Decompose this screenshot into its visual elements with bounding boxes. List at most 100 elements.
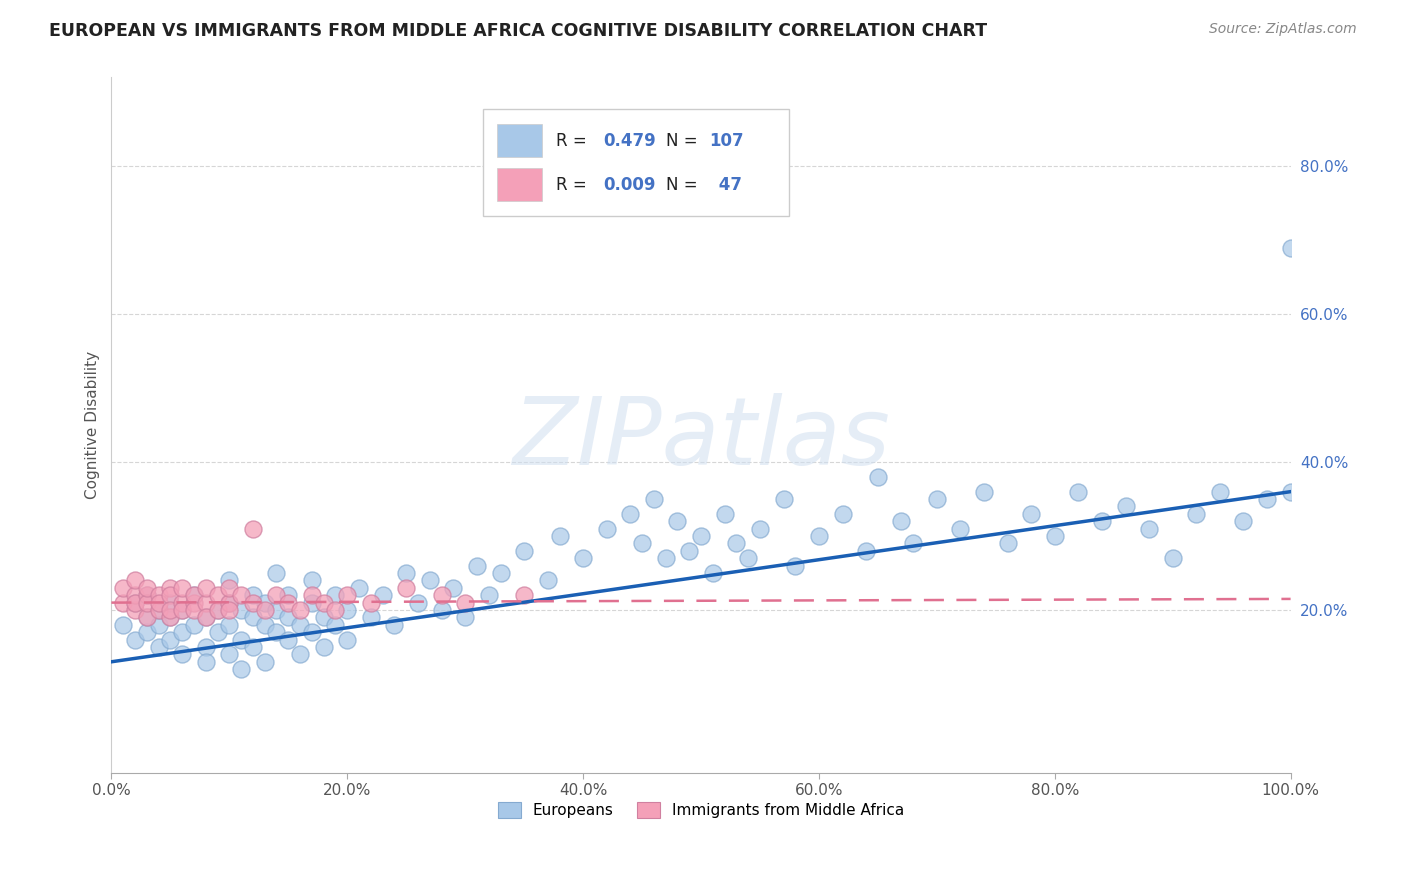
Point: [229, 632, 252, 647]
Point: [1279, 484, 1302, 499]
Point: [312, 596, 335, 610]
Text: 47: 47: [713, 176, 742, 194]
Point: [135, 625, 157, 640]
Point: [194, 655, 217, 669]
Text: 107: 107: [709, 132, 744, 150]
Point: [690, 529, 713, 543]
Point: [702, 566, 724, 580]
Point: [336, 588, 359, 602]
Point: [619, 507, 641, 521]
Text: R =: R =: [555, 132, 592, 150]
Point: [301, 588, 323, 602]
Point: [135, 581, 157, 595]
Point: [148, 596, 170, 610]
Point: [548, 529, 571, 543]
Point: [194, 596, 217, 610]
Point: [1091, 514, 1114, 528]
Text: R =: R =: [555, 176, 592, 194]
Text: 0.479: 0.479: [603, 132, 655, 150]
Point: [266, 603, 288, 617]
Point: [643, 491, 665, 506]
Point: [218, 596, 240, 610]
Point: [384, 617, 406, 632]
Y-axis label: Cognitive Disability: Cognitive Disability: [86, 351, 100, 500]
Point: [890, 514, 912, 528]
Point: [112, 581, 135, 595]
Point: [266, 566, 288, 580]
Point: [242, 596, 264, 610]
Legend: Europeans, Immigrants from Middle Africa: Europeans, Immigrants from Middle Africa: [492, 796, 910, 824]
Point: [572, 551, 595, 566]
Point: [183, 588, 205, 602]
Point: [360, 596, 382, 610]
Text: 0.009: 0.009: [603, 176, 655, 194]
Point: [135, 596, 157, 610]
Point: [454, 610, 477, 624]
Point: [159, 596, 181, 610]
Point: [148, 603, 170, 617]
Point: [371, 588, 394, 602]
Point: [489, 566, 512, 580]
Point: [430, 603, 453, 617]
Point: [124, 632, 146, 647]
Point: [725, 536, 748, 550]
Point: [183, 603, 205, 617]
Point: [266, 588, 288, 602]
Point: [218, 648, 240, 662]
Point: [253, 603, 276, 617]
Point: [925, 491, 948, 506]
Point: [347, 581, 370, 595]
Point: [218, 603, 240, 617]
Point: [148, 588, 170, 602]
Bar: [496, 168, 541, 202]
Point: [360, 610, 382, 624]
Point: [124, 603, 146, 617]
Point: [513, 588, 536, 602]
Point: [218, 596, 240, 610]
Point: [406, 596, 429, 610]
Point: [866, 470, 889, 484]
Point: [277, 610, 299, 624]
Text: ZIPatlas: ZIPatlas: [512, 393, 890, 484]
Point: [855, 544, 877, 558]
Point: [785, 558, 807, 573]
Point: [135, 588, 157, 602]
Point: [172, 596, 194, 610]
Point: [325, 588, 347, 602]
Point: [973, 484, 995, 499]
Point: [1115, 500, 1137, 514]
Point: [336, 603, 359, 617]
Text: EUROPEAN VS IMMIGRANTS FROM MIDDLE AFRICA COGNITIVE DISABILITY CORRELATION CHART: EUROPEAN VS IMMIGRANTS FROM MIDDLE AFRIC…: [49, 22, 987, 40]
Point: [288, 648, 311, 662]
Point: [1279, 241, 1302, 255]
Point: [148, 603, 170, 617]
Point: [124, 574, 146, 588]
Point: [183, 617, 205, 632]
Bar: [496, 124, 541, 157]
Point: [112, 596, 135, 610]
Point: [1185, 507, 1208, 521]
Point: [654, 551, 676, 566]
Point: [903, 536, 925, 550]
Point: [253, 596, 276, 610]
Point: [159, 588, 181, 602]
Point: [1019, 507, 1042, 521]
Point: [301, 596, 323, 610]
Point: [135, 610, 157, 624]
Point: [772, 491, 794, 506]
Point: [159, 610, 181, 624]
Point: [229, 603, 252, 617]
Point: [1209, 484, 1232, 499]
Point: [537, 574, 560, 588]
Point: [242, 610, 264, 624]
Point: [172, 581, 194, 595]
Point: [325, 603, 347, 617]
Point: [124, 588, 146, 602]
Point: [135, 610, 157, 624]
Point: [301, 625, 323, 640]
Point: [253, 655, 276, 669]
Text: N =: N =: [665, 132, 703, 150]
Point: [631, 536, 654, 550]
Point: [1067, 484, 1090, 499]
Point: [454, 596, 477, 610]
